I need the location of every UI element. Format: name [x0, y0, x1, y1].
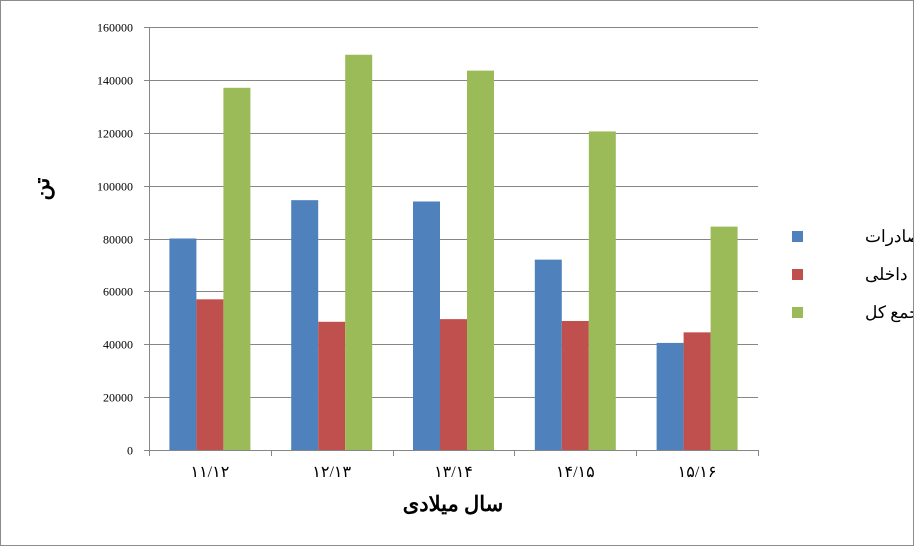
bar-3-1 — [223, 87, 251, 451]
y-tick-label: 160000 — [97, 21, 133, 35]
bar-2-2 — [318, 321, 346, 450]
y-tick-label: 140000 — [97, 74, 133, 88]
axes — [144, 27, 759, 456]
bar-2-4 — [561, 320, 589, 450]
bar-2-3 — [440, 319, 467, 450]
y-tick-label: 120000 — [97, 127, 133, 141]
x-axis-label: سال میلادی — [403, 492, 503, 516]
legend-label: جمع کل — [865, 303, 914, 323]
y-tick-label: 40000 — [103, 338, 133, 352]
bar-3-5 — [710, 226, 738, 450]
y-tick-label: 100000 — [97, 180, 133, 194]
y-tick-label: 0 — [127, 444, 133, 458]
legend-swatch — [792, 269, 803, 280]
legend-swatch — [792, 307, 803, 318]
gridlines — [149, 27, 758, 398]
y-tick-labels: 0 20000 40000 60000 80000 100000 120000 140000 1… — [97, 21, 133, 458]
bar-1-2 — [291, 200, 319, 450]
legend: صادرات مصرف داخلی جمع کل — [792, 227, 914, 323]
x-tick-label: ۱۴/۱۵ — [556, 464, 595, 481]
bar-1-5 — [656, 342, 684, 450]
legend-label: صادرات — [865, 227, 914, 247]
bar-1-3 — [413, 201, 440, 450]
bar-2-1 — [196, 299, 224, 450]
bar-3-4 — [588, 131, 616, 450]
x-tick-label: ۱۱/۱۲ — [190, 464, 229, 481]
bar-2-5 — [683, 332, 711, 450]
bars — [169, 54, 738, 451]
x-tick-label: ۱۵/۱۶ — [678, 464, 717, 481]
bar-1-1 — [169, 238, 197, 450]
legend-swatch — [792, 231, 803, 242]
x-tick-labels: ۱۱/۱۲ ۱۲/۱۳ ۱۳/۱۴ ۱۴/۱۵ ۱۵/۱۶ — [190, 464, 716, 481]
x-tick-label: ۱۳/۱۴ — [434, 464, 473, 481]
y-tick-label: 60000 — [103, 285, 133, 299]
bar-3-3 — [467, 70, 494, 450]
y-tick-label: 20000 — [103, 391, 133, 405]
bar-3-2 — [345, 54, 373, 451]
legend-label: مصرف داخلی — [865, 265, 914, 285]
x-tick-label: ۱۲/۱۳ — [312, 464, 351, 481]
bar-1-4 — [534, 259, 562, 450]
y-tick-label: 80000 — [103, 233, 133, 247]
y-axis-label: تن — [29, 178, 55, 201]
